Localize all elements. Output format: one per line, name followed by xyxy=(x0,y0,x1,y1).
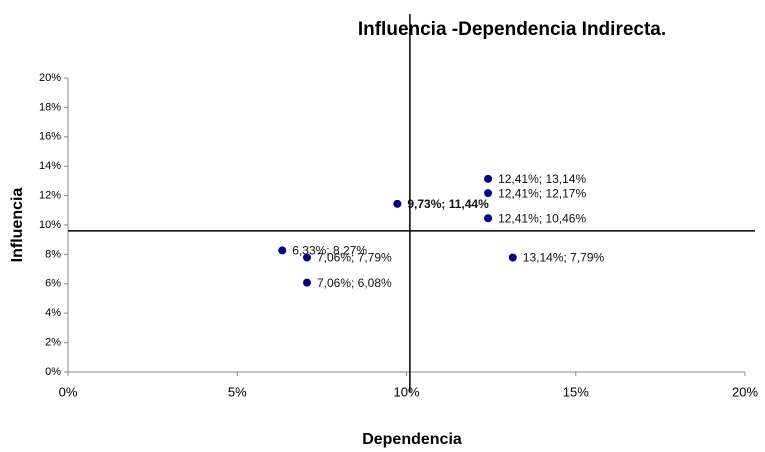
y-tick-label: 10% xyxy=(39,219,61,231)
point-label: 12,41%; 12,17% xyxy=(498,186,586,200)
x-tick-label: 15% xyxy=(563,384,589,399)
y-tick-label: 12% xyxy=(39,190,61,202)
point xyxy=(508,253,517,262)
y-tick-label: 0% xyxy=(45,366,61,378)
y-tick-label: 2% xyxy=(45,337,61,349)
point xyxy=(302,278,311,287)
y-tick-label: 6% xyxy=(45,278,61,290)
point xyxy=(484,174,493,183)
point xyxy=(393,199,402,208)
point-label: 13,14%; 7,79% xyxy=(523,251,605,265)
y-tick-label: 20% xyxy=(39,72,61,84)
y-tick-label: 4% xyxy=(45,307,61,319)
point-label: 7,06%; 7,79% xyxy=(317,251,392,265)
point-label: 7,06%; 6,08% xyxy=(317,276,392,290)
y-axis-title: Influencia xyxy=(9,188,26,263)
chart-title: Influencia -Dependencia Indirecta. xyxy=(358,19,666,40)
x-axis-title: Dependencia xyxy=(362,431,462,448)
y-tick-label: 16% xyxy=(39,131,61,143)
y-tick-label: 18% xyxy=(39,101,61,113)
point xyxy=(278,246,287,255)
x-tick-label: 5% xyxy=(228,384,247,399)
x-tick-label: 10% xyxy=(393,384,419,399)
x-tick-label: 20% xyxy=(732,384,758,399)
x-tick-label: 0% xyxy=(59,384,78,399)
point xyxy=(484,189,493,198)
point-label: 12,41%; 13,14% xyxy=(498,172,586,186)
point xyxy=(302,253,311,262)
y-tick-label: 8% xyxy=(45,248,61,260)
point-label: 12,41%; 10,46% xyxy=(498,211,586,225)
point-label: 6,33%; 8,27% xyxy=(292,244,367,258)
point xyxy=(484,214,493,223)
point-label: 9,73%; 11,44% xyxy=(407,197,489,211)
y-tick-label: 14% xyxy=(39,160,61,172)
